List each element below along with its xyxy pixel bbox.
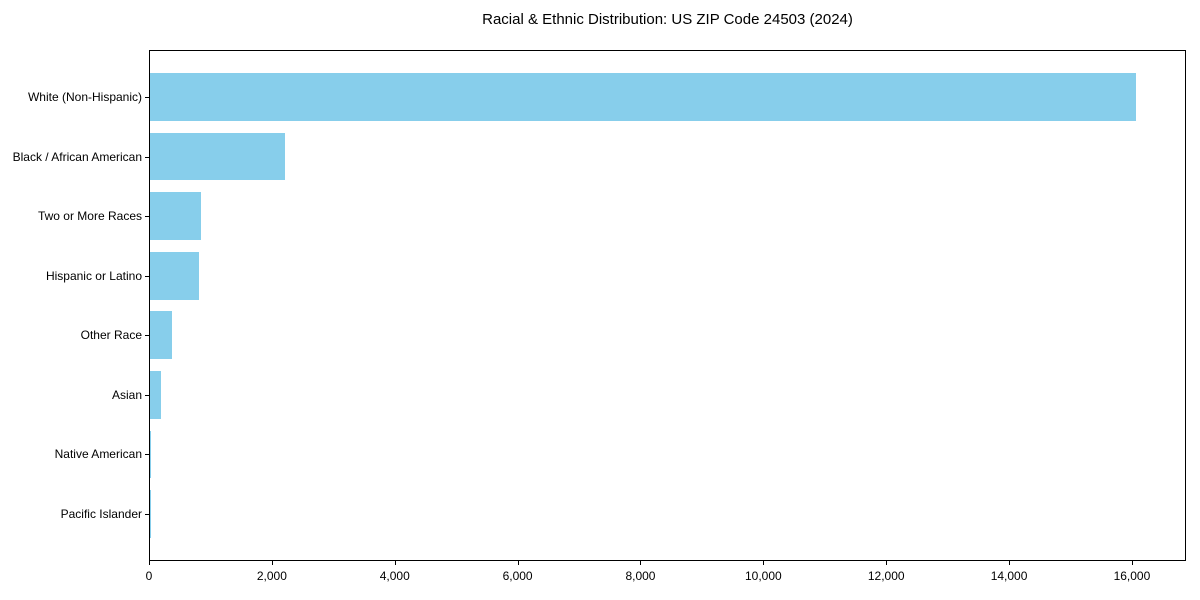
x-axis-label: 16,000 — [1113, 569, 1151, 583]
x-tick-mark — [271, 561, 273, 565]
y-tick-mark — [145, 454, 149, 456]
x-tick-mark — [640, 561, 642, 565]
y-tick-mark — [145, 156, 149, 158]
y-axis-label: Pacific Islander — [60, 506, 142, 521]
bar — [150, 430, 151, 479]
bar — [150, 311, 172, 360]
x-axis-label: 6,000 — [502, 569, 533, 583]
y-tick-mark — [145, 275, 149, 277]
bar — [150, 73, 1136, 121]
chart-title: Racial & Ethnic Distribution: US ZIP Cod… — [482, 11, 853, 28]
y-axis-label: Hispanic or Latino — [45, 268, 142, 283]
y-tick-mark — [145, 394, 149, 396]
x-tick-mark — [149, 561, 150, 565]
x-axis-label: 12,000 — [867, 569, 905, 583]
y-tick-mark — [145, 97, 149, 99]
x-axis-label: 0 — [145, 569, 153, 583]
y-tick-mark — [145, 513, 149, 515]
x-tick-mark — [1009, 561, 1011, 565]
bar — [150, 371, 162, 419]
plot-area — [149, 50, 1186, 561]
x-axis-label: 8,000 — [625, 569, 656, 583]
y-tick-mark — [145, 335, 149, 337]
y-axis-label: White (Non-Hispanic) — [27, 90, 142, 105]
y-axis-label: Black / African American — [12, 149, 142, 164]
y-tick-mark — [145, 216, 149, 218]
x-tick-mark — [517, 561, 519, 565]
bar — [150, 192, 201, 240]
x-axis-label: 4,000 — [379, 569, 410, 583]
x-axis-label: 2,000 — [256, 569, 287, 583]
y-axis-label: Other Race — [80, 328, 142, 343]
x-tick-mark — [1131, 561, 1133, 565]
x-axis-label: 10,000 — [744, 569, 782, 583]
bar — [150, 132, 286, 181]
x-tick-mark — [763, 561, 765, 565]
y-axis-label: Two or More Races — [37, 209, 142, 224]
y-axis-label: Native American — [54, 447, 142, 462]
y-axis-label: Asian — [111, 387, 142, 402]
x-axis-label: 14,000 — [990, 569, 1028, 583]
x-tick-mark — [394, 561, 396, 565]
bar — [150, 251, 199, 300]
x-tick-mark — [886, 561, 888, 565]
